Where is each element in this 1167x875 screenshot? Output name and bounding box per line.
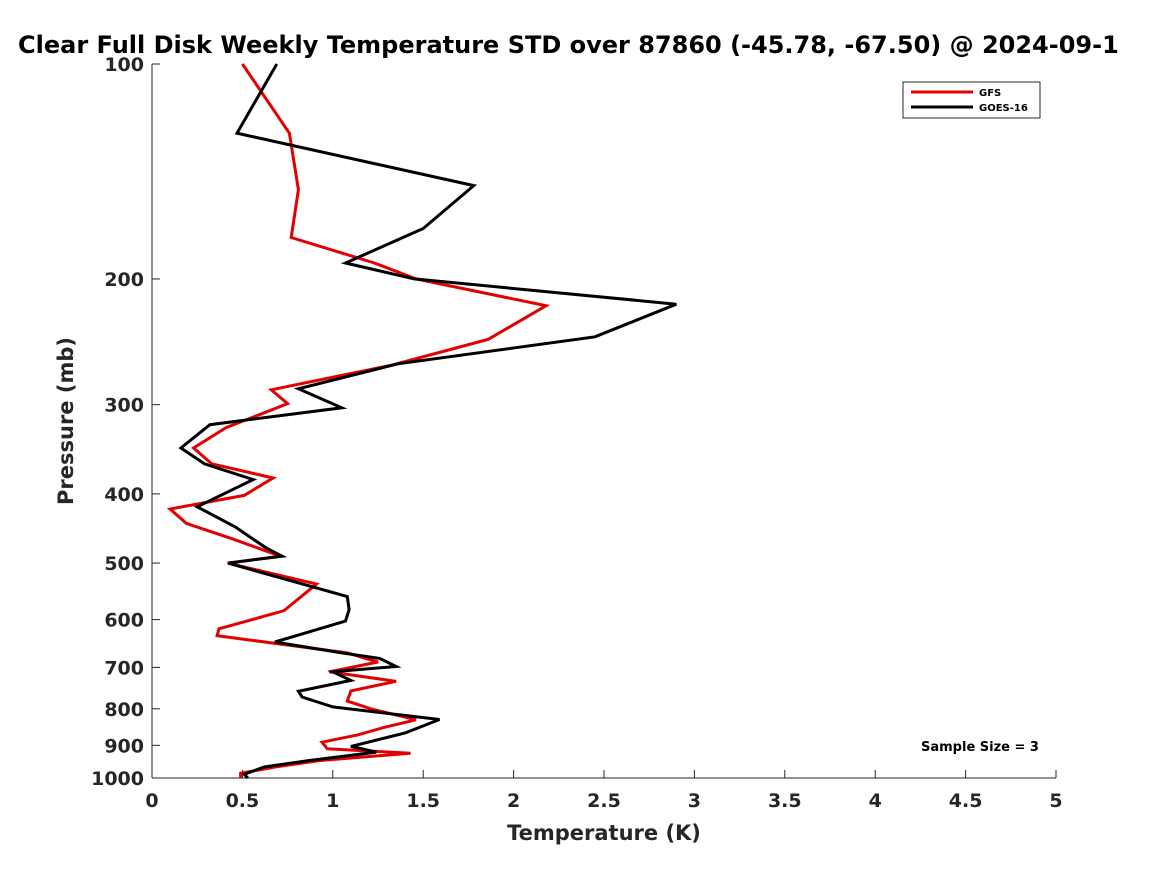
y-tick-label: 300 [104,395,144,417]
x-tick-label: 1.5 [406,790,440,812]
x-tick-label: 4.5 [949,790,983,812]
x-tick-label: 0.5 [226,790,260,812]
axes: 0 0.5 1 1.5 2 2.5 3 3.5 4 4.5 5 100 200 300 400 500 600 7… [91,54,1063,812]
sample-size-annotation: Sample Size = 3 [921,740,1039,755]
x-tick-label: 0 [145,790,158,812]
y-tick-label: 400 [104,484,144,506]
y-tick-label: 800 [104,699,144,721]
x-tick-label: 2.5 [587,790,621,812]
y-tick-label: 600 [104,610,144,632]
chart-title: Clear Full Disk Weekly Temperature STD o… [18,31,1119,59]
y-tick-label: 700 [104,657,144,679]
legend: GFS GOES-16 [902,81,1041,119]
y-tick-label: 200 [104,269,144,291]
series-line-goes-16 [178,63,677,780]
x-tick-label: 1 [326,790,339,812]
series-layer [166,63,677,780]
y-tick-label: 1000 [91,768,144,790]
legend-label: GFS [979,88,1001,99]
legend-box [902,81,1041,119]
y-tick-label: 100 [104,54,144,76]
y-tick-label: 500 [104,553,144,575]
y-axis-label: Pressure (mb) [54,337,78,505]
x-tick-label: 3.5 [768,790,802,812]
series-line-gfs [166,63,551,778]
x-tick-label: 5 [1049,790,1062,812]
y-tick-label: 900 [104,735,144,757]
x-axis-label: Temperature (K) [507,821,701,845]
x-tick-label: 2 [507,790,520,812]
x-tick-label: 4 [869,790,882,812]
legend-label: GOES-16 [979,103,1028,114]
x-tick-label: 3 [688,790,701,812]
